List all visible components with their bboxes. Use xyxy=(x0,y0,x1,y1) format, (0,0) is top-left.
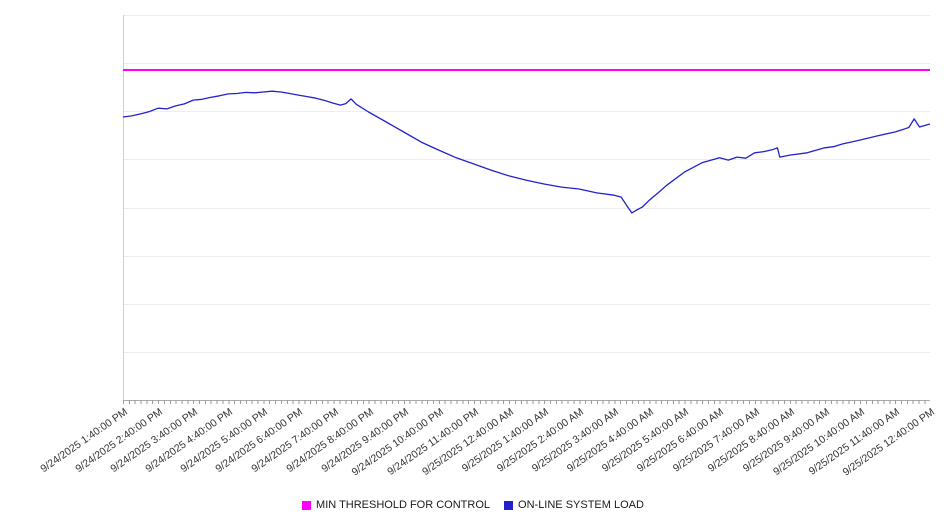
min-threshold-swatch-icon xyxy=(302,500,312,510)
x-tick-label: 9/25/2025 10:40:00 AM xyxy=(770,406,867,479)
x-tick-label: 9/24/2025 9:40:00 PM xyxy=(319,406,411,476)
legend-item-min-threshold[interactable]: MIN THRESHOLD FOR CONTROL xyxy=(302,499,490,511)
legend-label-online-system-load: ON-LINE SYSTEM LOAD xyxy=(518,499,644,511)
x-axis-minor-ticks xyxy=(123,400,930,404)
online-system-load-swatch-icon xyxy=(504,500,514,510)
x-tick-label: 9/24/2025 1:40:00 PM xyxy=(38,406,130,476)
x-tick-label: 9/24/2025 4:40:00 PM xyxy=(143,406,236,476)
legend-label-min-threshold: MIN THRESHOLD FOR CONTROL xyxy=(316,499,491,511)
x-tick-label: 9/24/2025 5:40:00 PM xyxy=(178,406,271,476)
online-system-load-line xyxy=(122,90,931,214)
x-tick-label: 9/25/2025 5:40:00 AM xyxy=(600,406,692,475)
x-tick-label: 9/24/2025 8:40:00 PM xyxy=(283,406,376,476)
x-tick-label: 9/25/2025 6:40:00 AM xyxy=(635,406,727,475)
x-tick-label: 9/24/2025 6:40:00 PM xyxy=(213,406,306,476)
x-tick-label: 9/24/2025 7:40:00 PM xyxy=(248,406,341,476)
x-tick-label: 9/25/2025 7:40:00 AM xyxy=(670,406,762,475)
x-tick-label: 9/24/2025 10:40:00 PM xyxy=(349,406,446,479)
x-tick-label: 9/25/2025 3:40:00 AM xyxy=(530,406,622,475)
legend-item-online-system-load[interactable]: ON-LINE SYSTEM LOAD xyxy=(504,499,644,511)
x-tick-label: 9/24/2025 2:40:00 PM xyxy=(73,406,165,476)
x-tick-label: 9/25/2025 1:40:00 AM xyxy=(459,406,551,475)
plot-area xyxy=(122,15,931,401)
x-tick-label: 9/25/2025 8:40:00 AM xyxy=(705,406,797,475)
x-tick-label: 9/25/2025 12:40:00 PM xyxy=(840,406,937,479)
x-tick-label: 9/25/2025 4:40:00 AM xyxy=(565,406,657,475)
x-tick-label: 9/25/2025 12:40:00 AM xyxy=(419,406,516,479)
x-tick-label: 9/25/2025 2:40:00 AM xyxy=(494,406,587,475)
plot-svg xyxy=(122,15,931,401)
x-tick-label: 9/24/2025 3:40:00 PM xyxy=(108,406,201,476)
x-tick-label: 9/25/2025 9:40:00 AM xyxy=(740,406,832,475)
x-tick-label: 9/24/2025 11:40:00 PM xyxy=(385,406,481,479)
legend: MIN THRESHOLD FOR CONTROL ON-LINE SYSTEM… xyxy=(0,499,946,511)
x-tick-label: 9/25/2025 11:40:00 AM xyxy=(806,406,902,478)
